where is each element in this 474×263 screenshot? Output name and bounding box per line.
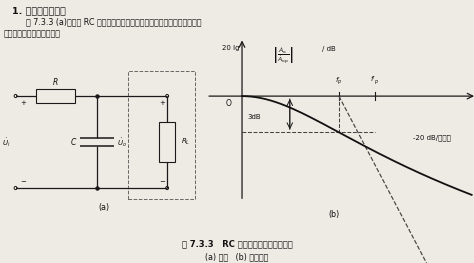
Text: (a) 电路   (b) 幅频特性: (a) 电路 (b) 幅频特性 <box>205 252 269 261</box>
Text: −: − <box>20 179 26 185</box>
Text: $\dot{U}_i$: $\dot{U}_i$ <box>2 135 11 149</box>
Text: O: O <box>226 99 231 108</box>
Text: 图 7.3.3   RC 低通滤波器及其幅频特性: 图 7.3.3 RC 低通滤波器及其幅频特性 <box>182 239 292 248</box>
Text: 图 7.3.3 (a)所示为 RC 低通滤波器，当信号频率趋于零时，电容的容抗趋: 图 7.3.3 (a)所示为 RC 低通滤波器，当信号频率趋于零时，电容的容抗趋 <box>26 17 201 26</box>
Text: $R_L$: $R_L$ <box>181 137 190 147</box>
Text: $\dot{U}_o$: $\dot{U}_o$ <box>117 135 127 149</box>
Text: 1. 无源低通滤波器: 1. 无源低通滤波器 <box>12 7 66 16</box>
Text: C: C <box>70 138 76 146</box>
Text: +: + <box>159 100 165 106</box>
Text: +: + <box>20 100 26 106</box>
Text: −: − <box>159 179 165 185</box>
Bar <box>128 71 195 199</box>
Text: 于无穷大，故通带放大倍数: 于无穷大，故通带放大倍数 <box>4 29 61 38</box>
Text: -20 dB/十倍频: -20 dB/十倍频 <box>413 134 451 141</box>
Text: $f'_p$: $f'_p$ <box>370 75 380 87</box>
Text: (a): (a) <box>99 203 110 211</box>
Text: / dB: / dB <box>322 46 336 52</box>
Text: $\left|\dfrac{\dot{A}_{\mathrm{o}}}{\dot{A}_{\mathrm{op}}}\right|$: $\left|\dfrac{\dot{A}_{\mathrm{o}}}{\dot… <box>273 45 294 66</box>
Bar <box>159 122 175 162</box>
Text: (b): (b) <box>328 210 339 219</box>
Text: $f_p$: $f_p$ <box>335 76 343 87</box>
Bar <box>36 89 75 103</box>
Text: 3dB: 3dB <box>247 114 261 120</box>
Text: 20 lg: 20 lg <box>222 45 239 51</box>
Text: R: R <box>53 78 58 87</box>
